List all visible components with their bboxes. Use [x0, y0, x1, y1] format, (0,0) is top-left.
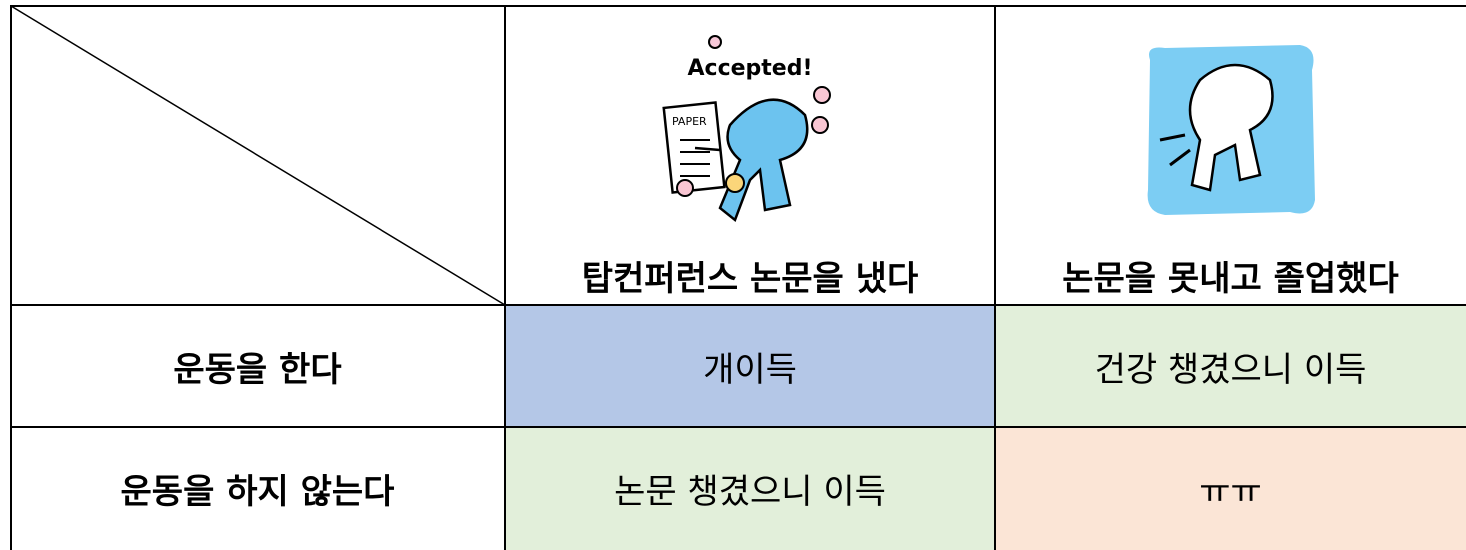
border: [10, 5, 1466, 7]
border: [10, 304, 1466, 306]
graduate-illustration: [1147, 45, 1315, 215]
cell: 논문 챙겼으니 이득: [505, 427, 995, 550]
column-header: 탑컨퍼런스 논문을 냈다: [505, 245, 995, 305]
cell: 개이득: [505, 305, 995, 427]
column-header-text: 탑컨퍼런스 논문을 냈다: [581, 258, 919, 299]
column-header: 논문을 못내고 졸업했다: [995, 245, 1466, 305]
accepted-illustration: Accepted! PAPER: [662, 35, 831, 223]
cell-text: 건강 챙겼으니 이득: [1094, 349, 1367, 390]
cell-text: 개이득: [703, 349, 797, 390]
cell-text: 논문 챙겼으니 이득: [614, 472, 886, 512]
column-header-text: 논문을 못내고 졸업했다: [1062, 258, 1399, 299]
diagonal: [10, 5, 506, 306]
border: [10, 5, 12, 550]
cell: ㅠㅠ: [995, 427, 1466, 550]
paper-text: PAPER: [672, 115, 707, 128]
border: [10, 426, 1466, 428]
cell-text: ㅠㅠ: [1199, 472, 1262, 512]
row-header-text: 운동을 하지 않는다: [120, 472, 395, 512]
border: [994, 5, 996, 550]
border: [504, 5, 506, 550]
cell: 건강 챙겼으니 이득: [995, 305, 1466, 427]
accepted-text: Accepted!: [688, 56, 813, 81]
row-header-text: 운동을 한다: [173, 349, 342, 390]
row-header: 운동을 하지 않는다: [10, 427, 505, 550]
row-header: 운동을 한다: [10, 305, 505, 427]
